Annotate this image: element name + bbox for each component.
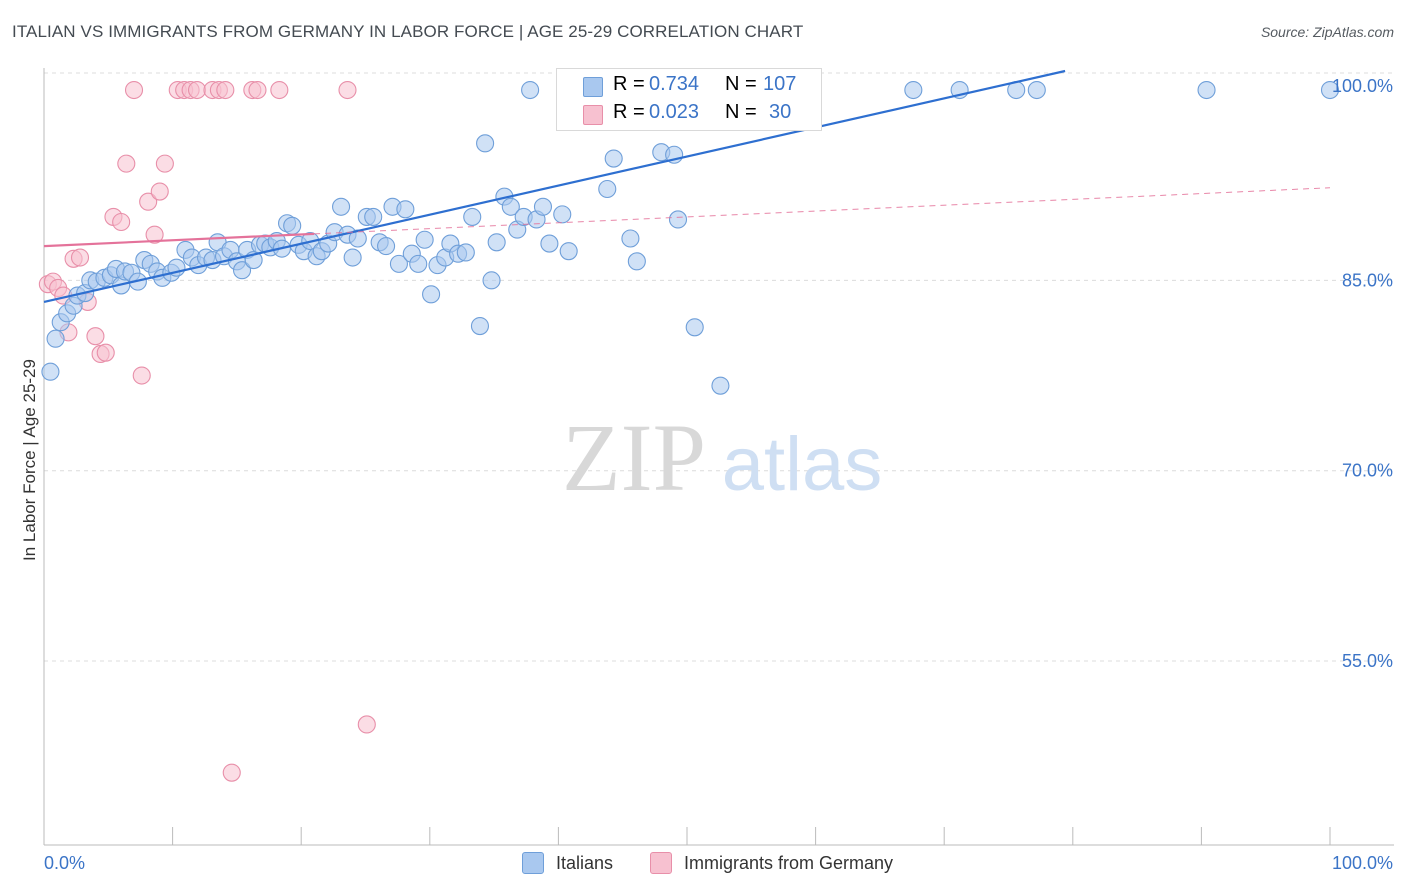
germany-point bbox=[139, 192, 158, 211]
italians-r-label: R = bbox=[613, 73, 645, 95]
italian-point bbox=[627, 252, 646, 271]
italian-point bbox=[389, 254, 408, 273]
italian-point bbox=[476, 134, 495, 153]
italian-point bbox=[46, 329, 65, 348]
x-tick-label: 100.0% bbox=[1332, 853, 1393, 873]
germany-n-value: 30 bbox=[769, 101, 792, 123]
italian-point bbox=[521, 80, 540, 100]
italian-point bbox=[415, 230, 434, 249]
italian-point bbox=[482, 271, 501, 290]
watermark: ZIP atlas bbox=[562, 404, 882, 511]
germany-n-label: N = bbox=[725, 101, 757, 123]
y-tick-label: 85.0% bbox=[1342, 270, 1393, 290]
italian-point bbox=[533, 197, 553, 216]
italian-point bbox=[332, 197, 351, 216]
y-tick-label: 55.0% bbox=[1342, 651, 1393, 671]
germany-point bbox=[117, 154, 136, 173]
germany-point bbox=[187, 80, 207, 100]
germany-point bbox=[270, 80, 289, 100]
italians-r-value: 0.734 bbox=[649, 73, 700, 95]
y-tick-label: 100.0% bbox=[1332, 76, 1393, 96]
germany-points bbox=[38, 80, 376, 782]
germany-r-label: R = bbox=[613, 101, 645, 123]
germany-point bbox=[222, 763, 241, 782]
germany-point bbox=[112, 212, 131, 232]
italian-point bbox=[463, 207, 482, 226]
italian-point bbox=[668, 210, 688, 229]
germany-point bbox=[216, 80, 235, 100]
legend-germany-swatch bbox=[650, 852, 672, 874]
italians-swatch bbox=[583, 77, 603, 97]
italian-point bbox=[711, 376, 730, 395]
italian-point bbox=[409, 254, 428, 273]
italian-point bbox=[422, 285, 441, 304]
watermark-zip: ZIP bbox=[562, 404, 706, 511]
germany-r-value: 0.023 bbox=[649, 101, 700, 123]
italian-point bbox=[598, 179, 617, 199]
italian-point bbox=[364, 207, 383, 226]
legend-germany: Immigrants from Germany bbox=[650, 852, 893, 874]
italian-point bbox=[540, 234, 559, 253]
germany-point bbox=[86, 327, 105, 346]
italian-point bbox=[904, 80, 923, 100]
germany-point bbox=[338, 80, 357, 100]
italians-n-label: N = bbox=[725, 73, 757, 95]
italian-point bbox=[232, 261, 252, 280]
germany-point bbox=[248, 80, 267, 100]
italian-point bbox=[1027, 80, 1046, 100]
x-tick-labels: 0.0% 100.0% bbox=[44, 853, 1393, 873]
watermark-atlas: atlas bbox=[722, 422, 883, 507]
germany-point bbox=[96, 343, 115, 362]
italian-point bbox=[559, 242, 578, 261]
x-tick-label: 0.0% bbox=[44, 853, 85, 873]
chart-title: ITALIAN VS IMMIGRANTS FROM GERMANY IN LA… bbox=[12, 22, 804, 41]
legend-germany-label: Immigrants from Germany bbox=[684, 852, 894, 873]
italian-point bbox=[377, 237, 396, 256]
italian-point bbox=[621, 229, 640, 248]
italian-points bbox=[41, 80, 1340, 395]
italians-n-value: 107 bbox=[763, 73, 797, 95]
germany-point bbox=[70, 248, 90, 267]
italian-point bbox=[553, 205, 572, 224]
y-tick-labels: 100.0% 85.0% 70.0% 55.0% bbox=[1332, 76, 1393, 671]
italians-trend-line bbox=[43, 69, 1066, 304]
source-label: Source: ZipAtlas.com bbox=[1260, 24, 1394, 40]
italian-point bbox=[343, 248, 362, 267]
italian-point bbox=[41, 362, 60, 381]
y-tick-label: 70.0% bbox=[1342, 461, 1393, 481]
trend-lines bbox=[43, 69, 1331, 304]
italian-point bbox=[1197, 80, 1216, 100]
germany-point bbox=[124, 80, 144, 100]
germany-point bbox=[145, 225, 164, 244]
germany-trend-line bbox=[43, 232, 315, 248]
legend-italians-label: Italians bbox=[556, 852, 614, 873]
italian-point bbox=[283, 216, 302, 235]
italian-point bbox=[1320, 80, 1340, 100]
germany-swatch bbox=[583, 105, 603, 125]
germany-point bbox=[132, 366, 151, 385]
italian-point bbox=[456, 243, 475, 262]
italian-point bbox=[604, 149, 623, 168]
germany-point bbox=[357, 715, 376, 734]
stats-legend: R = 0.734 N = 107 R = 0.023 N = 30 bbox=[556, 68, 822, 131]
italian-point bbox=[470, 316, 490, 336]
legend-italians-swatch bbox=[522, 852, 544, 874]
axes bbox=[43, 68, 1394, 846]
italian-point bbox=[396, 200, 415, 219]
gridlines bbox=[44, 72, 1394, 662]
germany-point bbox=[155, 154, 174, 173]
germany-point bbox=[150, 182, 169, 201]
italian-point bbox=[685, 318, 704, 337]
germany-trend-line-dashed bbox=[314, 187, 1331, 235]
italian-point bbox=[487, 233, 506, 252]
italian-point bbox=[501, 197, 520, 216]
legend-italians: Italians bbox=[522, 852, 613, 874]
